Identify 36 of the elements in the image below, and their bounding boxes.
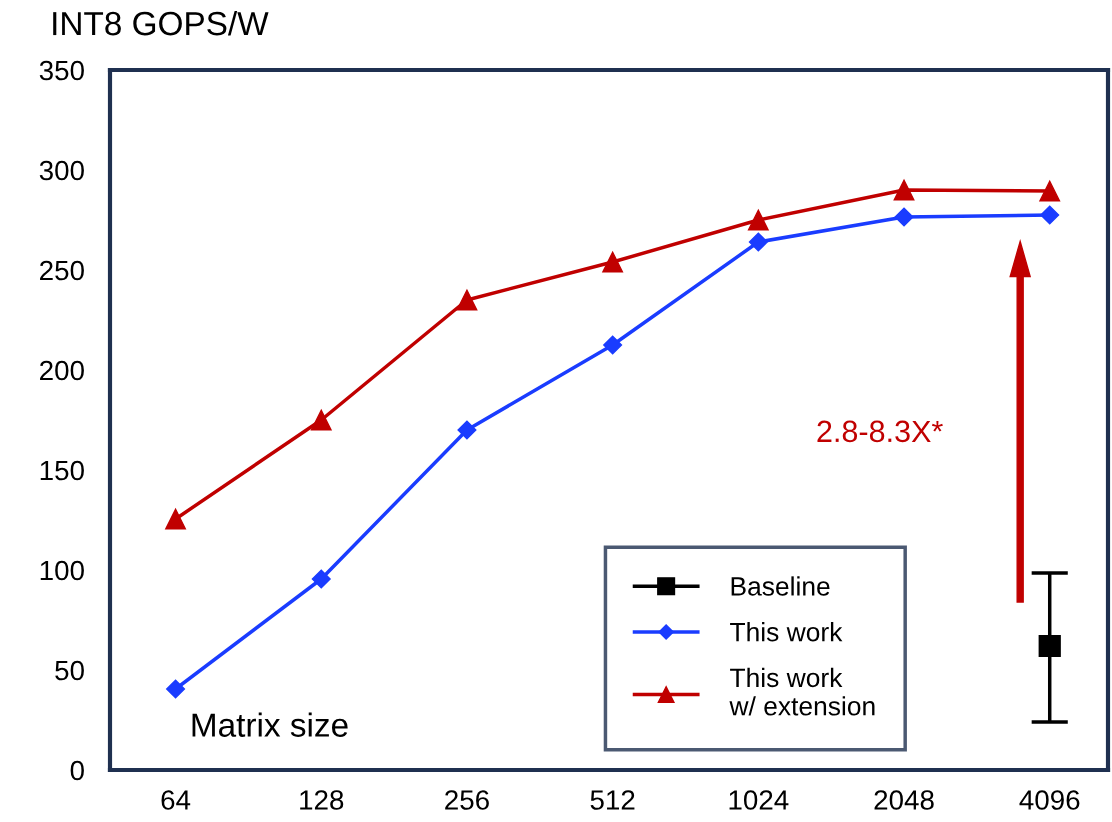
y-tick-label: 250 [40, 260, 84, 281]
point [166, 679, 186, 699]
x-tick-label: 128 [300, 790, 344, 810]
point [748, 232, 768, 252]
x-axis-title: Matrix size [192, 712, 348, 737]
point [457, 420, 477, 440]
point [1038, 634, 1061, 658]
x-tick-label: 1024 [729, 790, 789, 810]
x-tick-label: 256 [445, 790, 489, 810]
y-tick-label: 150 [40, 460, 84, 481]
point [1040, 205, 1060, 225]
y-tick-label: 100 [40, 560, 84, 581]
x-tick-label: 64 [161, 790, 191, 810]
point [894, 207, 914, 227]
point [602, 251, 624, 273]
x-tick-label: 2048 [874, 790, 934, 810]
y-tick-label: 0 [70, 760, 84, 781]
point [893, 179, 915, 201]
legend-label: This work w/ extension [729, 667, 875, 716]
point [311, 569, 331, 589]
y-tick-label: 50 [55, 660, 84, 681]
point [310, 409, 332, 431]
point [747, 209, 769, 231]
x-tick-label: 512 [590, 790, 635, 810]
point [1039, 180, 1061, 202]
point [456, 289, 478, 311]
legend-label: This work [730, 622, 843, 642]
legend-label: Baseline [731, 576, 830, 596]
y-tick-label: 200 [40, 360, 84, 381]
point [603, 335, 623, 355]
point [165, 508, 186, 530]
x-tick-label: 4096 [1019, 790, 1080, 810]
annotation: 2.8-8.3X* [817, 420, 943, 443]
y-axis-title: INT8 GOPS/W [53, 10, 269, 36]
y-tick-label: 300 [39, 160, 84, 181]
y-tick-label: 350 [39, 60, 84, 81]
